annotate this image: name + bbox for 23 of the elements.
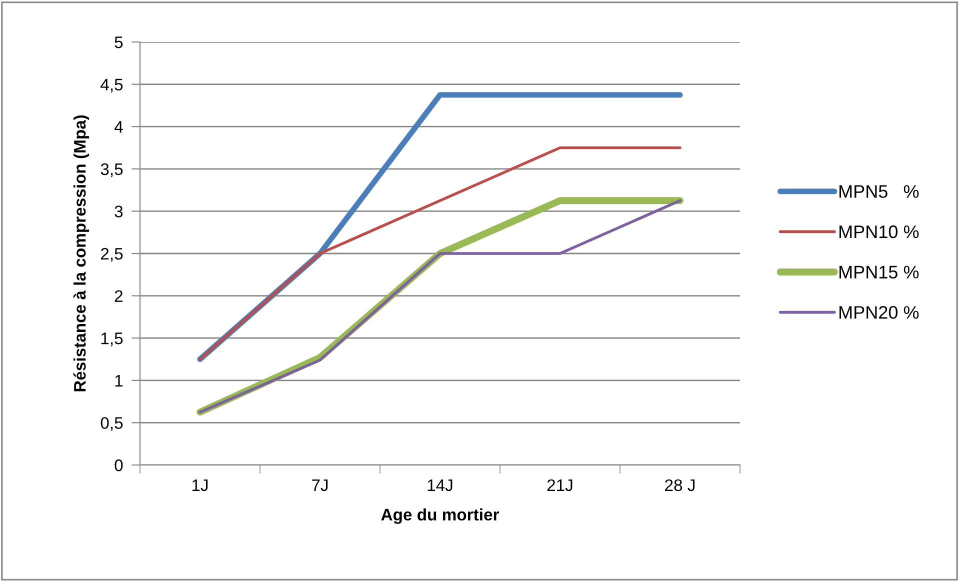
y-tick-label: 2,5 <box>101 248 123 262</box>
x-tick-label: 7J <box>312 480 328 492</box>
line-series <box>198 146 682 361</box>
y-tick-label: 3 <box>114 206 123 218</box>
x-tick-label: 14J <box>428 480 452 492</box>
legend-label: MPN15 % <box>840 266 919 278</box>
legend-label: MPN20 % <box>840 306 919 319</box>
y-tick-label: 4 <box>114 121 123 133</box>
y-tick-label: 0,5 <box>100 417 123 431</box>
y-tick-label: 3,5 <box>100 163 123 178</box>
y-axis-title: Résistance à la compression (Mpa) <box>73 115 90 392</box>
y-tick-label: 0 <box>114 459 123 472</box>
y-tick-label: 2 <box>114 290 122 302</box>
x-tick-label: 1J <box>192 480 208 492</box>
legend-label: MPN5 % <box>840 185 919 198</box>
y-tick-label: 1 <box>115 374 123 386</box>
x-tick-label: 28 J <box>665 479 695 492</box>
x-axis-title: Age du mortier <box>381 508 500 524</box>
legend-label: MPN10 % <box>840 225 919 238</box>
y-tick-label: 1,5 <box>101 332 123 346</box>
y-tick-label: 5 <box>114 36 123 48</box>
x-tick-label: 21J <box>547 479 572 492</box>
y-tick-label: 4,5 <box>100 78 123 92</box>
